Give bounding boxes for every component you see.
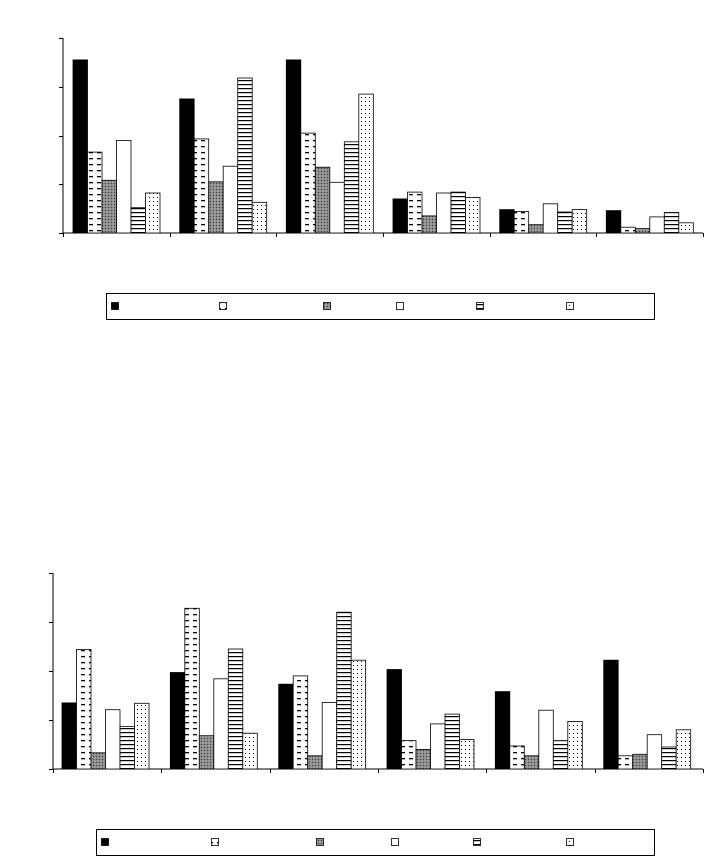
bar-series-2-group-3 [300,132,316,234]
bar-series-4-group-1 [105,709,121,770]
bar-series-4-group-4 [436,192,452,234]
legend-swatch-1 [111,302,119,310]
legend-swatch-5 [473,838,481,846]
bar-series-5-group-4 [444,713,460,770]
legend [106,293,655,320]
bar-series-1-group-2 [179,98,195,234]
bar-series-2-group-4 [407,191,423,234]
bar-series-6-group-3 [350,659,367,770]
bar-series-3-group-6 [634,228,651,234]
bar-series-4-group-3 [329,181,345,234]
bar-series-5-group-4 [450,191,466,234]
bar-series-3-group-4 [421,215,437,234]
bar-series-4-group-6 [649,216,665,234]
bar-series-6-group-2 [242,732,258,770]
legend-swatch-1 [101,838,109,846]
bar-series-6-group-6 [678,222,694,234]
bar-series-6-group-1 [134,702,150,770]
bar-series-5-group-6 [663,212,680,234]
bar-series-3-group-2 [208,181,224,234]
bar-series-1-group-4 [386,669,402,770]
bar-series-1-group-5 [494,691,511,770]
bar-series-4-group-4 [430,723,446,770]
legend-box [106,293,655,320]
bar-series-5-group-1 [119,726,135,770]
bar-series-6-group-2 [251,201,268,234]
bar-series-2-group-1 [87,151,103,234]
bar-series-6-group-5 [571,209,588,234]
bar-series-4-group-5 [538,709,554,770]
bar-series-5-group-3 [336,611,352,770]
bar-series-6-group-6 [675,729,692,770]
bar-series-3-group-1 [90,752,106,770]
bar-series-1-group-6 [605,210,622,234]
chart-bottom [49,573,704,856]
bar-series-6-group-1 [145,192,161,234]
bar-series-4-group-2 [222,165,239,234]
bar-series-3-group-1 [101,179,117,234]
bar-series-5-group-5 [557,211,573,234]
bar-series-3-group-3 [307,755,323,770]
legend-swatch-2 [219,302,227,310]
legend-swatch-6 [566,838,574,846]
chart-top [59,38,704,320]
bar-series-5-group-3 [343,141,360,234]
legend-swatch-4 [396,302,404,310]
bar-series-3-group-2 [198,735,215,770]
bar-series-5-group-6 [661,746,677,770]
bar-series-2-group-4 [401,740,417,770]
legend-swatch-3 [323,302,331,310]
bar-series-2-group-6 [617,755,634,770]
bar-series-4-group-2 [213,678,229,770]
bar-series-4-group-3 [321,702,338,770]
bar-series-5-group-2 [227,648,244,770]
bar-series-2-group-6 [620,226,636,234]
bar-series-2-group-5 [509,745,525,770]
bar-series-3-group-3 [314,166,331,234]
bar-series-5-group-2 [237,77,253,234]
bar-series-1-group-6 [603,659,619,770]
bar-series-3-group-6 [632,753,648,770]
bar-series-5-group-5 [552,740,569,770]
bar-series-2-group-3 [292,675,309,770]
bar-series-2-group-5 [513,211,530,234]
bar-series-1-group-3 [285,59,302,234]
legend-swatch-6 [566,302,574,310]
legend-box [96,829,655,856]
legend-swatch-3 [316,838,324,846]
bar-series-1-group-1 [72,59,88,234]
bar-series-6-group-4 [459,739,475,770]
bar-series-1-group-2 [169,672,186,770]
bar-series-1-group-5 [499,209,515,234]
bar-series-2-group-2 [193,138,210,234]
bar-series-6-group-4 [465,196,481,234]
legend-swatch-5 [476,302,484,310]
bar-series-3-group-5 [523,755,540,770]
bar-series-4-group-1 [116,139,132,234]
legend-swatch-2 [211,838,219,846]
bar-series-6-group-5 [567,721,583,770]
legend [96,829,655,856]
bar-series-3-group-5 [528,224,544,234]
bar-series-4-group-5 [542,203,559,234]
bar-series-3-group-4 [415,749,431,770]
bar-series-1-group-3 [278,683,294,770]
bar-series-2-group-2 [184,607,200,770]
bar-series-2-group-1 [76,649,92,770]
legend-swatch-4 [391,838,399,846]
bar-series-1-group-1 [61,702,77,770]
bar-series-6-group-3 [358,93,374,234]
bar-series-5-group-1 [130,207,146,234]
bar-series-1-group-4 [392,198,408,234]
bar-series-4-group-6 [646,734,663,770]
